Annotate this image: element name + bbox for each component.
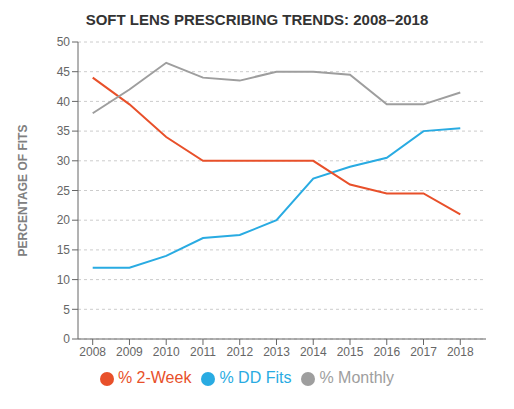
svg-text:2017: 2017: [410, 345, 437, 359]
svg-text:2009: 2009: [116, 345, 143, 359]
svg-text:2011: 2011: [190, 345, 216, 359]
svg-text:50: 50: [57, 35, 71, 49]
svg-text:2015: 2015: [337, 345, 364, 359]
svg-text:20: 20: [57, 213, 71, 227]
svg-text:5: 5: [63, 303, 70, 317]
svg-text:25: 25: [57, 184, 71, 198]
svg-text:PERCENTAGE OF FITS: PERCENTAGE OF FITS: [16, 125, 30, 257]
svg-text:2016: 2016: [373, 345, 400, 359]
svg-text:2018: 2018: [447, 345, 474, 359]
svg-text:30: 30: [57, 154, 71, 168]
svg-text:40: 40: [57, 95, 71, 109]
svg-text:2014: 2014: [300, 345, 327, 359]
svg-text:0: 0: [63, 332, 70, 346]
html-text:% 2-Week: % 2-Week: [117, 369, 192, 386]
svg-text:15: 15: [57, 243, 71, 257]
svg-text:2013: 2013: [263, 345, 290, 359]
svg-text:2010: 2010: [153, 345, 180, 359]
svg-text:10: 10: [57, 273, 71, 287]
html-text:% Monthly: % Monthly: [319, 369, 395, 386]
html-text:% DD Fits: % DD Fits: [219, 369, 292, 386]
html-text:SOFT LENS PRESCRIBING TRENDS:: SOFT LENS PRESCRIBING TRENDS: 2008–2018: [85, 11, 429, 28]
svg-text:35: 35: [57, 124, 71, 138]
svg-text:2012: 2012: [226, 345, 253, 359]
svg-text:45: 45: [57, 65, 71, 79]
svg-text:2008: 2008: [79, 345, 106, 359]
